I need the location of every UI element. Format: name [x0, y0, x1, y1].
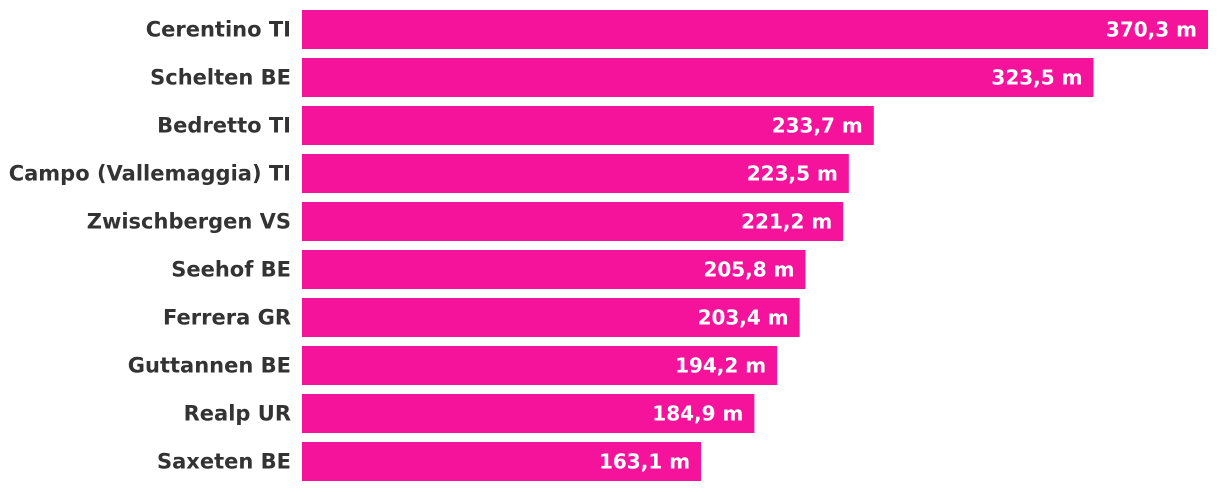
value-label: 223,5 m: [747, 162, 838, 186]
bar: [302, 442, 702, 481]
bar: [302, 346, 778, 385]
category-label: Ferrera GR: [163, 306, 291, 330]
bar-row: Zwischbergen VS 221,2 m: [87, 202, 844, 241]
value-label: 163,1 m: [599, 450, 690, 474]
bar-row: Ferrera GR 203,4 m: [163, 298, 800, 337]
category-label: Bedretto TI: [157, 114, 291, 138]
bar-row: Schelten BE 323,5 m: [150, 58, 1094, 97]
value-label: 205,8 m: [703, 258, 794, 282]
category-label: Seehof BE: [171, 258, 291, 282]
bar: [302, 394, 755, 433]
value-label: 323,5 m: [991, 66, 1082, 90]
category-label: Guttannen BE: [128, 354, 291, 378]
value-label: 203,4 m: [698, 306, 789, 330]
bar-row: Saxeten BE 163,1 m: [157, 442, 702, 481]
value-label: 184,9 m: [652, 402, 743, 426]
bar: [302, 10, 1208, 49]
bar: [302, 250, 806, 289]
value-label: 370,3 m: [1106, 18, 1197, 42]
bar: [302, 298, 800, 337]
value-label: 221,2 m: [741, 210, 832, 234]
bar-row: Campo (Vallemaggia) TI 223,5 m: [9, 154, 849, 193]
category-label: Campo (Vallemaggia) TI: [9, 162, 291, 186]
category-label: Saxeten BE: [157, 450, 291, 474]
value-label: 194,2 m: [675, 354, 766, 378]
category-label: Zwischbergen VS: [87, 210, 291, 234]
bar-row: Guttannen BE 194,2 m: [128, 346, 778, 385]
bar: [302, 58, 1094, 97]
bar: [302, 154, 849, 193]
category-label: Cerentino TI: [146, 18, 291, 42]
bar-row: Realp UR 184,9 m: [184, 394, 755, 433]
value-label: 233,7 m: [772, 114, 863, 138]
bar-row: Cerentino TI 370,3 m: [146, 10, 1208, 49]
category-label: Schelten BE: [150, 66, 291, 90]
bar-row: Seehof BE 205,8 m: [171, 250, 806, 289]
bar: [302, 106, 874, 145]
bar: [302, 202, 844, 241]
bar-row: Bedretto TI 233,7 m: [157, 106, 874, 145]
category-label: Realp UR: [184, 402, 291, 426]
